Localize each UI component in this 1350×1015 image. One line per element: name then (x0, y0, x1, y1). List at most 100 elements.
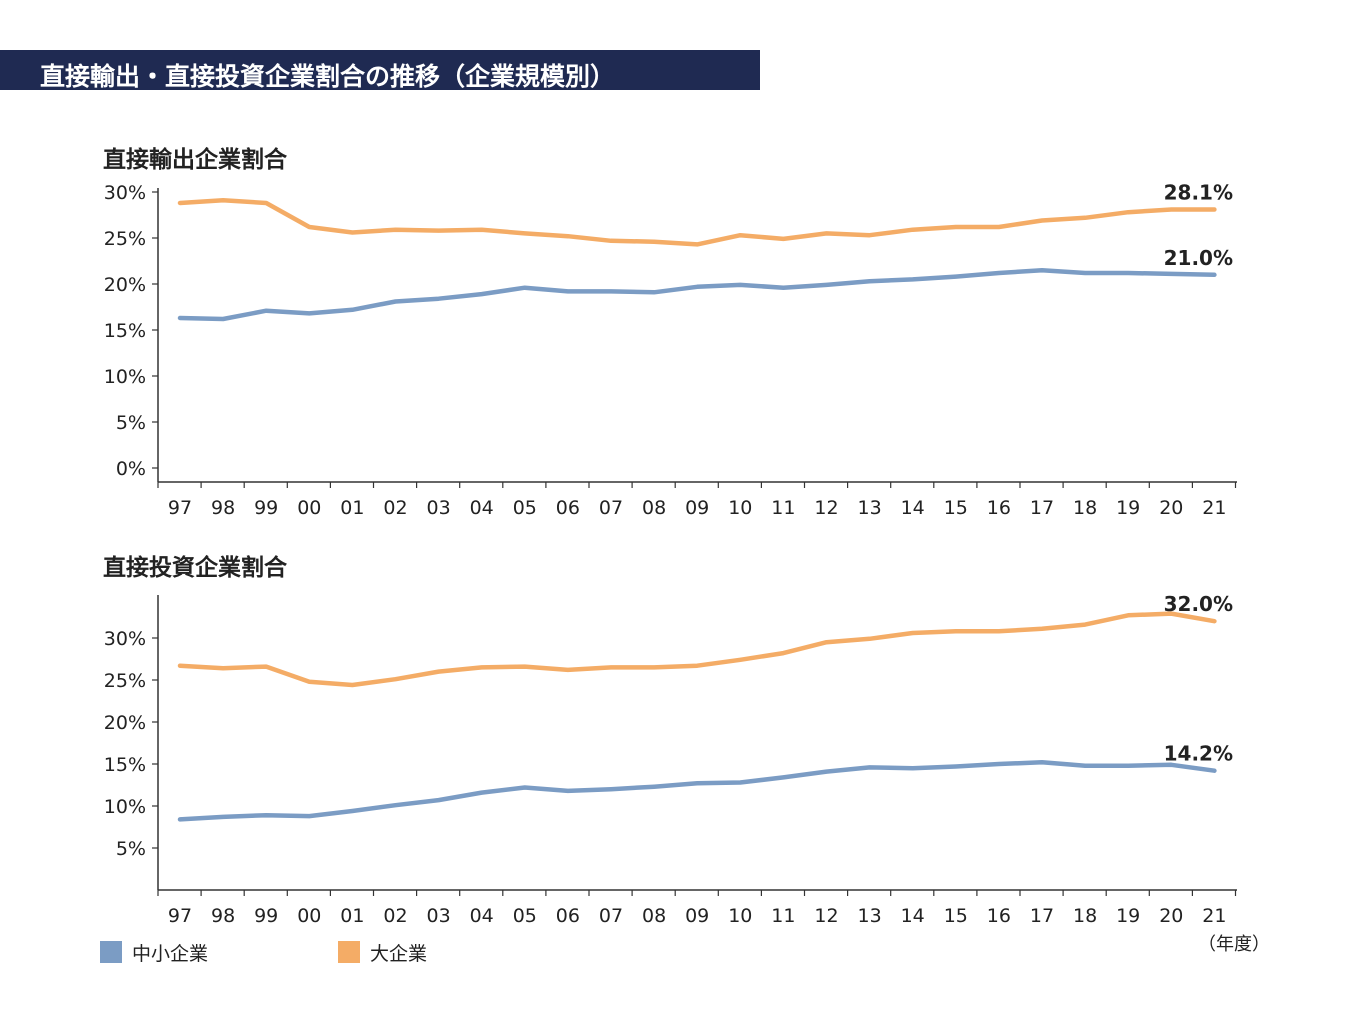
data-point-large (307, 225, 311, 229)
data-point-large (1212, 207, 1216, 212)
y-tick-label: 10% (104, 366, 146, 388)
x-tick-label: 16 (987, 905, 1011, 927)
data-point-large (781, 237, 786, 241)
data-point-sme (1169, 272, 1173, 276)
data-point-sme (824, 283, 829, 287)
x-tick-label: 09 (685, 905, 709, 927)
x-tick-label: 11 (771, 905, 795, 927)
export-ratio-chart: 0% 5% 10% 15% 20% 25% 30% 97 98 99 00 01 02 03 04 05 06 0… (104, 180, 1237, 519)
y-tick-label: 20% (104, 274, 146, 296)
y-tick-label: 30% (104, 628, 146, 650)
data-point-large (1126, 613, 1130, 617)
x-tick-label: 17 (1030, 905, 1054, 927)
data-point-large (695, 242, 699, 247)
data-point-sme (393, 299, 398, 304)
data-point-sme (523, 785, 527, 790)
x-tick-label: 02 (383, 497, 407, 519)
page-title-bar: 直接輸出・直接投資企業割合の推移（企業規模別） (0, 50, 760, 91)
data-point-large (437, 229, 441, 233)
data-point-sme (393, 803, 398, 807)
data-point-sme (695, 781, 699, 785)
data-point-sme (221, 815, 225, 819)
data-point-large (997, 629, 1001, 633)
series-line-large (177, 611, 1217, 688)
x-tick-label: 13 (858, 497, 882, 519)
data-point-large (1083, 216, 1087, 220)
x-tick-label: 97 (168, 905, 192, 927)
data-point-sme (911, 277, 915, 281)
data-point-large (781, 651, 786, 655)
x-tick-label: 04 (470, 905, 494, 927)
x-tick-label: 07 (599, 905, 623, 927)
data-point-sme (609, 289, 613, 293)
x-tick-label: 04 (470, 497, 494, 519)
data-point-sme (1083, 271, 1087, 275)
x-tick-label: 12 (814, 497, 838, 519)
y-tick-label: 15% (104, 754, 146, 776)
data-point-sme (264, 813, 268, 817)
data-point-large (738, 233, 742, 237)
y-tick-label: 5% (116, 838, 146, 860)
data-point-sme (1040, 760, 1044, 764)
data-point-large (954, 225, 958, 229)
x-tick-label: 03 (427, 905, 451, 927)
x-tick-label: 99 (254, 905, 278, 927)
data-point-large (221, 666, 225, 670)
legend-item-large: 大企業 (338, 940, 427, 965)
data-point-sme (695, 285, 699, 289)
data-point-sme (1169, 763, 1173, 767)
export-chart-title: 直接輸出企業割合 (103, 147, 287, 173)
y-tick-label: 10% (104, 796, 146, 818)
x-tick-label: 03 (427, 497, 451, 519)
data-point-large (954, 629, 958, 633)
x-tick-label: 10 (728, 905, 752, 927)
data-point-sme (997, 762, 1001, 766)
y-tick-label: 30% (104, 182, 146, 204)
legend-item-sme: 中小企業 (100, 940, 208, 965)
x-tick-label: 00 (297, 497, 321, 519)
x-tick-label: 13 (858, 905, 882, 927)
y-tick-label: 25% (104, 670, 146, 692)
y-tick-label: 5% (116, 412, 146, 434)
x-tick-label: 08 (642, 905, 666, 927)
data-point-large (566, 668, 570, 672)
x-tick-label: 07 (599, 497, 623, 519)
x-tick-label: 15 (944, 905, 968, 927)
data-point-sme (868, 765, 872, 769)
data-point-sme (652, 290, 656, 294)
data-point-large (868, 637, 872, 641)
data-point-large (264, 664, 268, 669)
x-tick-label: 09 (685, 497, 709, 519)
data-point-sme (954, 764, 958, 769)
x-tick-label: 16 (987, 497, 1011, 519)
data-point-sme (781, 775, 786, 780)
data-point-large (824, 640, 829, 644)
legend-swatch-sme (100, 941, 122, 963)
x-tick-label: 14 (901, 497, 925, 519)
end-label-large: 28.1% (1164, 180, 1233, 204)
data-point-sme (437, 798, 441, 802)
data-point-sme (350, 308, 354, 312)
data-point-sme (1212, 273, 1216, 277)
series-line-large (177, 198, 1217, 247)
data-point-large (868, 233, 872, 237)
series-line-sme (177, 760, 1217, 822)
data-point-large (1169, 207, 1173, 212)
data-point-sme (1083, 764, 1087, 768)
data-point-large (997, 225, 1001, 229)
y-tick-label: 25% (104, 228, 146, 250)
data-point-large (911, 228, 915, 232)
x-tick-label: 06 (556, 497, 580, 519)
data-point-large (523, 664, 527, 669)
data-point-large (911, 631, 915, 635)
legend-swatch-large (338, 941, 360, 963)
data-point-large (738, 658, 742, 662)
data-point-large (178, 201, 182, 205)
data-point-sme (868, 279, 872, 283)
data-point-large (652, 665, 656, 669)
data-point-sme (350, 809, 354, 813)
data-point-large (824, 231, 829, 235)
data-point-sme (566, 289, 570, 293)
data-point-large (652, 240, 656, 244)
x-tick-label: 00 (297, 905, 321, 927)
